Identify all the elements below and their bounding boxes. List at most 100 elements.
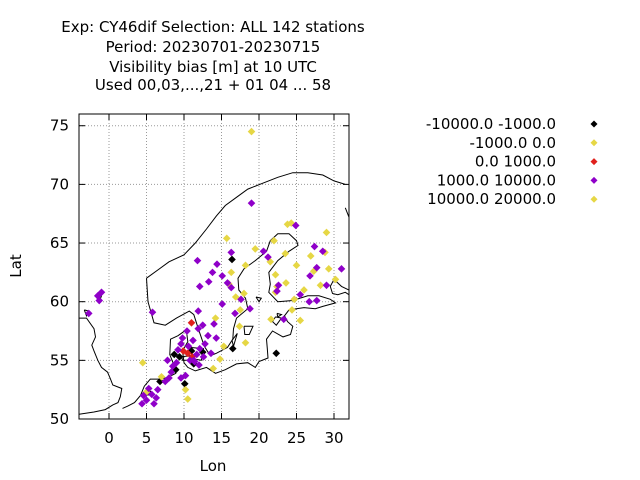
y-tick-label: 75 — [50, 117, 69, 135]
y-axis-ticks: 50 55 60 65 70 75 — [50, 117, 349, 428]
data-point-series-2 — [281, 249, 290, 258]
data-point-series-4 — [210, 320, 218, 328]
x-tick-label: 15 — [212, 429, 231, 447]
legend-entry-4: 1000.0 10000.0 — [437, 171, 598, 189]
y-tick-label: 55 — [50, 351, 69, 369]
data-point-series-1 — [228, 344, 237, 353]
data-point-series-4 — [198, 321, 207, 329]
data-point-series-2 — [183, 395, 192, 403]
data-point-series-4 — [167, 368, 176, 376]
data-point-series-2 — [157, 372, 166, 381]
x-tick-label: 10 — [174, 429, 193, 447]
legend-label: 0.0 1000.0 — [475, 153, 556, 171]
data-point-series-2 — [235, 322, 244, 331]
data-point-series-4 — [227, 283, 236, 292]
data-point-series-5 — [331, 275, 340, 284]
data-point-series-4 — [152, 394, 161, 402]
data-point-series-4 — [227, 248, 236, 257]
data-point-series-2 — [247, 127, 256, 136]
legend-label: -1000.0 0.0 — [469, 134, 556, 152]
coastline-path — [243, 325, 254, 335]
data-point-series-4 — [218, 300, 227, 308]
data-point-series-4 — [193, 256, 202, 265]
data-point-series-4 — [310, 242, 319, 251]
plot-frame — [78, 113, 350, 420]
data-point-series-4 — [195, 282, 204, 291]
data-point-series-4 — [138, 399, 146, 408]
legend-entry-3: 0.0 1000.0 — [475, 153, 598, 171]
legend-entry-2: -1000.0 0.0 — [469, 134, 598, 152]
data-point-series-2 — [296, 316, 305, 325]
data-point-series-4 — [318, 247, 327, 256]
data-point-series-2 — [322, 228, 331, 237]
data-point-series-2 — [216, 355, 224, 363]
data-point-series-4 — [204, 277, 213, 286]
data-point-series-2 — [300, 286, 308, 294]
title-line-3: Visibility bias [m] at 10 UTC — [109, 58, 317, 76]
data-point-series-1 — [175, 353, 184, 361]
data-point-series-2 — [181, 385, 190, 394]
data-point-series-4 — [199, 353, 208, 361]
data-point-series-2 — [211, 314, 220, 322]
x-axis-ticks: 0 5 10 15 20 25 30 — [104, 114, 344, 447]
data-point-series-4 — [218, 272, 227, 280]
data-point-series-2 — [251, 245, 260, 253]
data-point-series-4 — [172, 358, 181, 367]
data-point-series-4 — [174, 345, 182, 354]
coastline-map — [79, 172, 349, 415]
data-point-series-4 — [296, 290, 305, 299]
data-point-series-1 — [180, 380, 189, 388]
data-point-series-4 — [150, 399, 158, 408]
data-point-series-1 — [228, 255, 236, 264]
data-point-series-4 — [312, 296, 321, 305]
legend-marker — [590, 195, 598, 203]
data-point-series-4 — [194, 324, 203, 333]
y-tick-label: 70 — [50, 175, 69, 193]
data-point-series-4 — [97, 288, 106, 297]
data-point-series-1 — [272, 349, 281, 358]
data-point-series-2 — [292, 261, 301, 270]
coastline-path — [344, 207, 349, 218]
data-point-series-4 — [189, 356, 198, 365]
data-point-series-4 — [312, 263, 321, 272]
legend: -10000.0 -1000.0-1000.0 0.00.0 1000.0100… — [426, 115, 598, 208]
data-point-series-5 — [324, 265, 333, 273]
data-point-series-4 — [259, 247, 268, 256]
data-point-series-4 — [139, 391, 148, 400]
data-point-series-4 — [208, 268, 217, 277]
title-line-1: Exp: CY46dif Selection: ALL 142 stations — [61, 18, 365, 36]
legend-label: 1000.0 10000.0 — [437, 171, 556, 189]
data-point-series-4 — [264, 253, 272, 261]
data-point-series-2 — [219, 342, 228, 351]
legend-label: -10000.0 -1000.0 — [426, 115, 556, 133]
data-point-series-4 — [177, 340, 185, 348]
data-point-series-4 — [168, 362, 177, 371]
legend-marker — [590, 120, 598, 128]
data-point-series-4 — [148, 308, 157, 317]
x-tick-label: 25 — [287, 429, 306, 447]
data-point-series-2 — [316, 281, 325, 290]
coastline-path — [255, 296, 263, 303]
data-point-series-4 — [306, 272, 314, 280]
coastline-path — [276, 312, 283, 318]
title-line-4: Used 00,03,...,21 + 01 04 ... 58 — [95, 76, 331, 94]
data-point-series-4 — [177, 374, 185, 382]
data-point-series-2 — [282, 279, 290, 287]
coastline-path — [231, 333, 238, 349]
legend-label: 10000.0 20000.0 — [427, 190, 556, 208]
data-point-series-4 — [181, 371, 190, 380]
data-point-series-4 — [274, 281, 283, 290]
data-point-series-4 — [144, 384, 153, 393]
data-point-series-3 — [187, 319, 196, 327]
data-point-series-4 — [212, 334, 221, 342]
y-tick-label: 50 — [50, 410, 69, 428]
data-point-series-4 — [213, 260, 221, 268]
data-point-series-4 — [195, 361, 203, 369]
data-point-series-4 — [147, 390, 156, 399]
data-point-series-2 — [240, 289, 248, 298]
legend-marker — [590, 158, 598, 166]
data-point-series-1 — [156, 377, 164, 386]
coastline-path — [146, 172, 346, 279]
data-point-series-4 — [189, 336, 197, 345]
data-point-series-4 — [195, 344, 204, 353]
